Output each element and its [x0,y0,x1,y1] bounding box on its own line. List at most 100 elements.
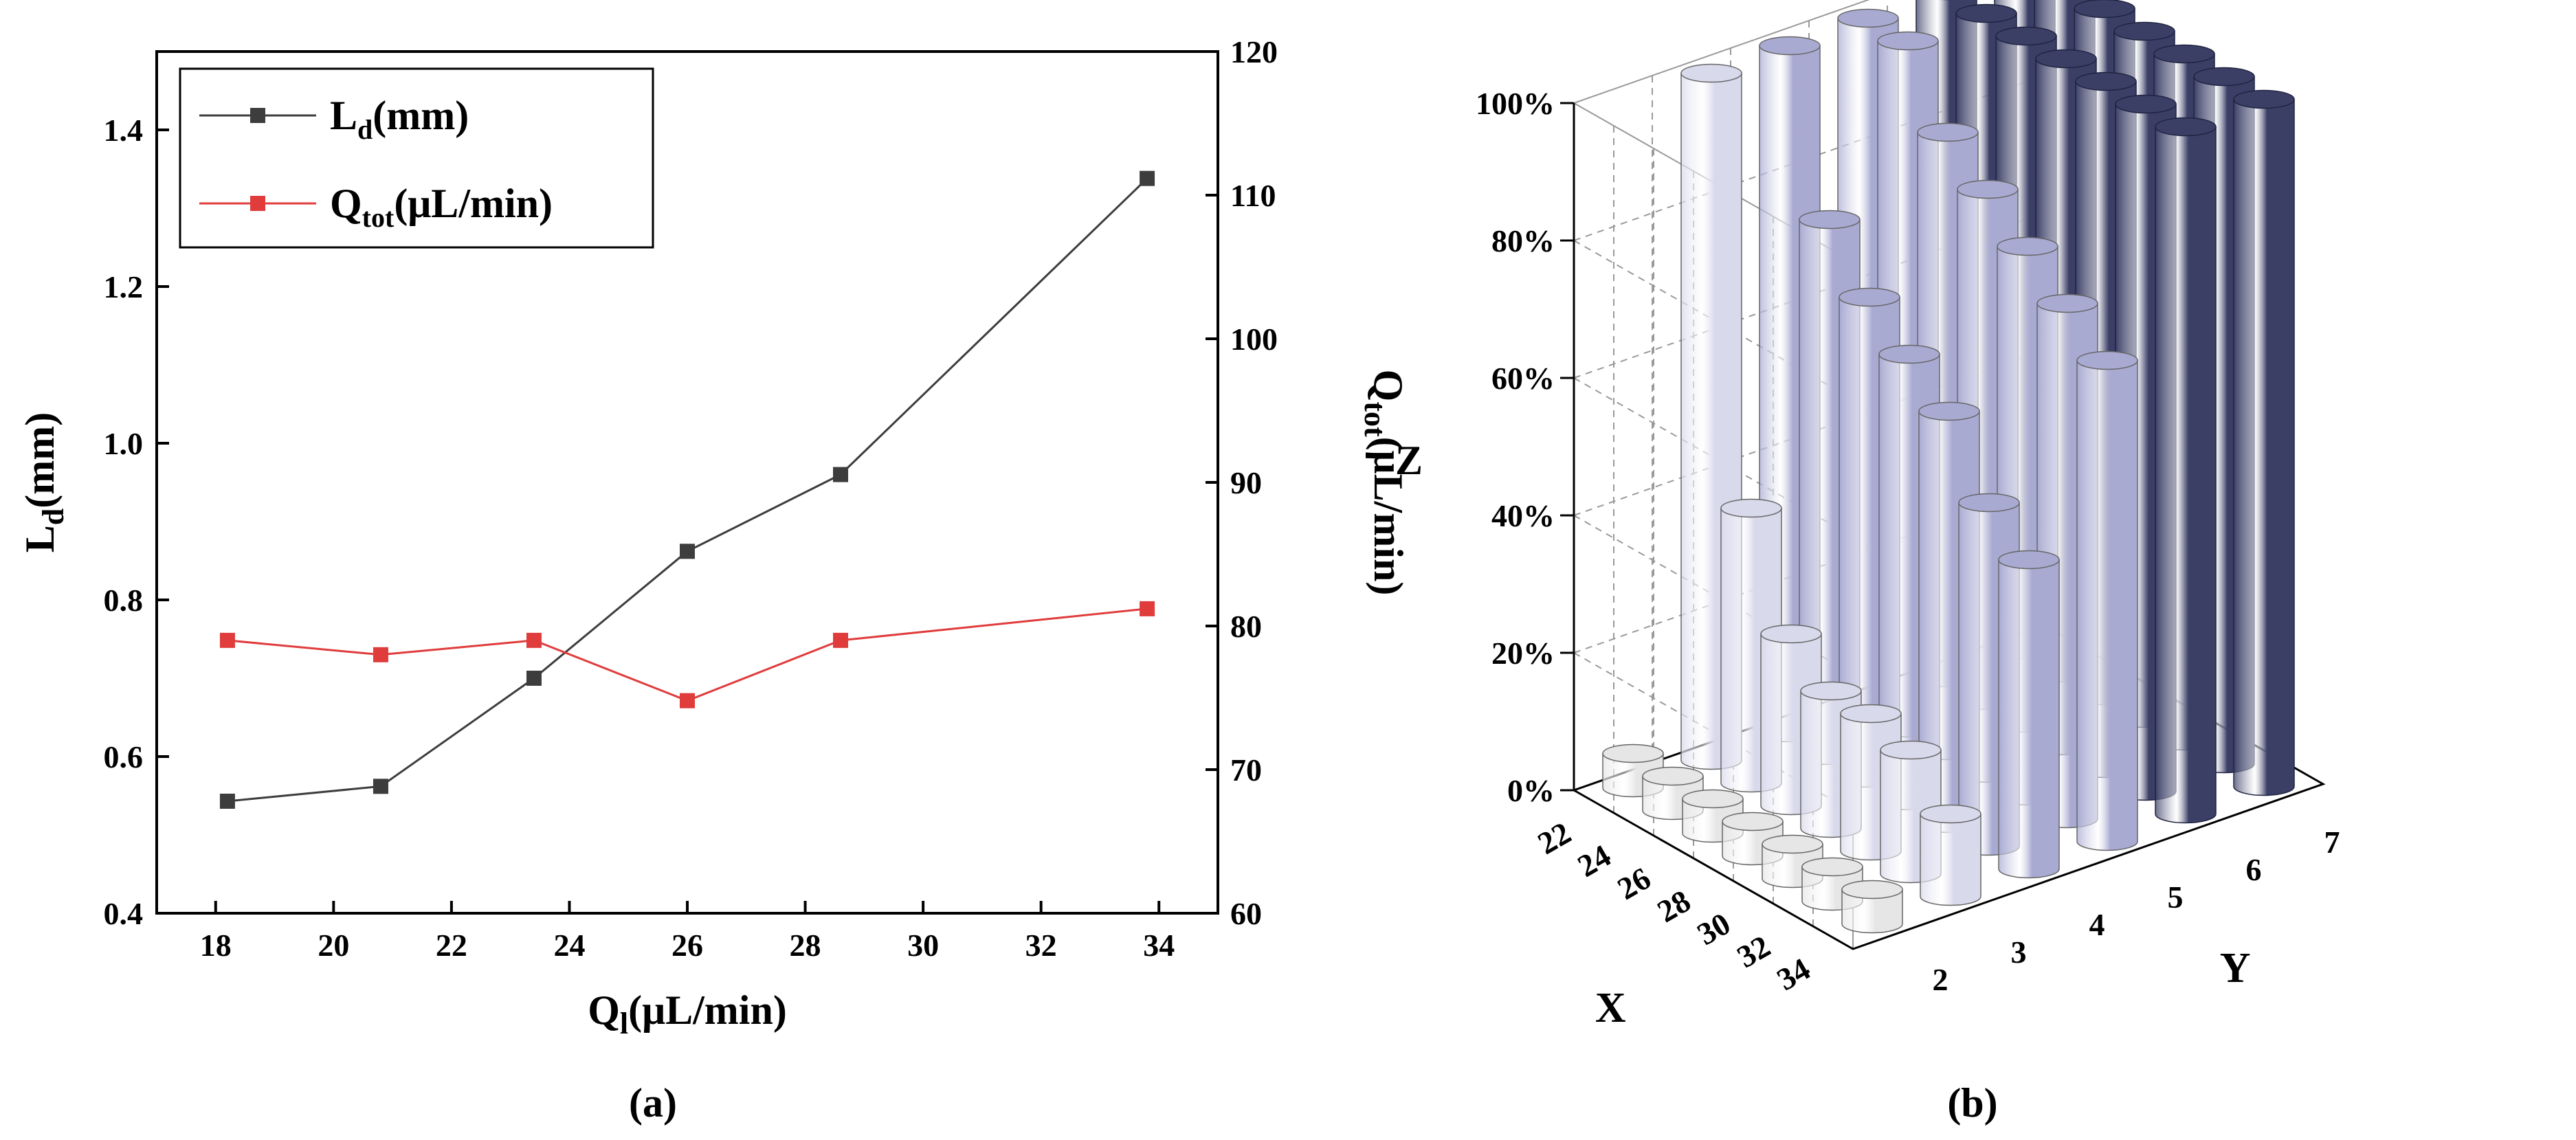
y2-tick-label: 80 [1230,609,1262,644]
cylinder-top [2193,67,2255,87]
cylinder-top [1720,498,1782,518]
cylinder-top [2155,117,2217,137]
series-line [227,607,1148,702]
cylinder-body [2233,98,2295,796]
cylinder-bar [2233,89,2295,796]
cylinder-top [1997,236,2058,256]
cylinder-top [1958,493,2020,513]
z-tick-label: 80% [1491,223,1555,258]
x-tick-label: 30 [1691,906,1736,952]
line-chart-panel: 18 20 22 24 26 28 30 32 34 0.4 0.6 0.8 1.0 1.2 1.4 60 70… [17,34,1411,1126]
x-tick-label: 28 [1652,883,1696,929]
z-tick-label: 100% [1476,86,1555,121]
legend-label: Ld(mm) [330,93,469,145]
cylinder-top [1841,880,1903,899]
cylinder-top [1920,804,1981,824]
cylinder-top [1642,766,1704,786]
side-wall-grid-line [1573,377,1854,537]
y2-tick-label: 100 [1230,322,1278,357]
data-point [833,467,849,482]
cylinder-body [2076,359,2138,851]
x-tick-label: 34 [1771,951,1816,997]
legend-marker [250,108,265,123]
panel-label-b: (b) [1947,1080,1997,1126]
data-point [373,647,388,662]
cylinder-top [2115,94,2177,114]
cylinder-bar [1841,880,1903,934]
y-tick-label: 0.8 [104,583,144,618]
cylinder-top [1998,550,2060,570]
y2-tick-label: 70 [1230,752,1262,787]
cylinder-top [2076,350,2138,370]
cylinder-top [1955,3,2017,23]
side-wall-grid-line [1573,652,1854,812]
x-tick-label: 26 [1612,860,1656,906]
x-tick-label: 22 [436,928,467,963]
x-tick-label: 34 [1143,928,1175,963]
x-tick-label: 26 [671,928,703,963]
y-tick-label: 1.0 [104,426,144,461]
y2-tick-label: 110 [1230,178,1276,213]
x-tick-label: 24 [1572,838,1617,884]
x-tick-label: 32 [1731,928,1776,974]
y-tick-label: 1.2 [104,269,144,304]
cylinder-body [1998,559,2060,879]
z-axis-label: Z [1395,438,1423,483]
cylinder-top [1877,31,1939,51]
x-tick-label: 28 [790,928,821,963]
legend-marker [250,196,265,211]
data-point [219,632,235,648]
legend: Ld(mm) Qtot(μL/min) [179,67,654,249]
cylinder-top [1760,624,1822,644]
cylinder-top [1602,744,1664,763]
cylinder-top [1800,681,1862,701]
y-tick-label: 1.4 [104,113,144,148]
x-axis-label: Ql(μL/min) [588,987,787,1040]
cylinder-top [2153,44,2215,64]
z-tick-label: 20% [1491,636,1555,671]
y-tick-label: 0.4 [104,896,144,931]
y2-tick-label: 60 [1230,896,1262,931]
y2-tick-label: 90 [1230,465,1262,500]
y-axis-label: Ld(mm) [17,412,70,552]
z-tick-label: 60% [1491,361,1555,396]
cylinder-top [1957,179,2019,199]
cylinder-top [1762,834,1823,854]
data-point [680,693,695,708]
cylinder-top [2035,49,2097,69]
side-wall-grid-line [1573,240,1854,400]
x-tick-label: 32 [1025,928,1057,963]
panel-label-a: (a) [629,1080,677,1126]
y-tick-label: 6 [2246,852,2262,887]
y-tick-label: 7 [2324,825,2340,860]
cylinder-top [1878,344,1940,364]
cylinder-top [2075,71,2137,91]
x-tick-label: 22 [1532,815,1577,861]
cylinder-body [2155,126,2217,824]
y-tick-label: 2 [1933,962,1948,997]
data-point [526,632,542,648]
y-tick-label: 5 [2168,880,2184,915]
cylinder-bar [2076,350,2138,851]
cylinder-top [2036,293,2098,313]
y-tick-label: 4 [2089,907,2105,942]
cylinder-top [1759,36,1821,56]
cylinder-top [1917,122,1979,142]
cylinder-top [1722,812,1784,831]
y2-axis-label: Qtot(μL/min) [1358,370,1411,596]
data-point [526,671,542,686]
legend-label: Qtot(μL/min) [330,181,553,233]
cylinder-top [2233,89,2295,109]
bars [1602,0,2295,934]
cylinder-body [1920,813,1981,906]
bar3d-chart-panel: 0%20%40%60%80%100%Z22242628303234X234567… [1395,0,2340,1126]
cylinder-top [1799,210,1861,230]
z-tick-label: 0% [1507,773,1555,808]
x-tick-label: 30 [907,928,939,963]
y2-tick-label: 120 [1230,34,1278,69]
x-axis-label: X [1595,985,1626,1031]
x-tick-label: 18 [200,928,232,963]
side-wall-grid-line [1573,515,1854,675]
cylinder-top [1840,704,1902,724]
